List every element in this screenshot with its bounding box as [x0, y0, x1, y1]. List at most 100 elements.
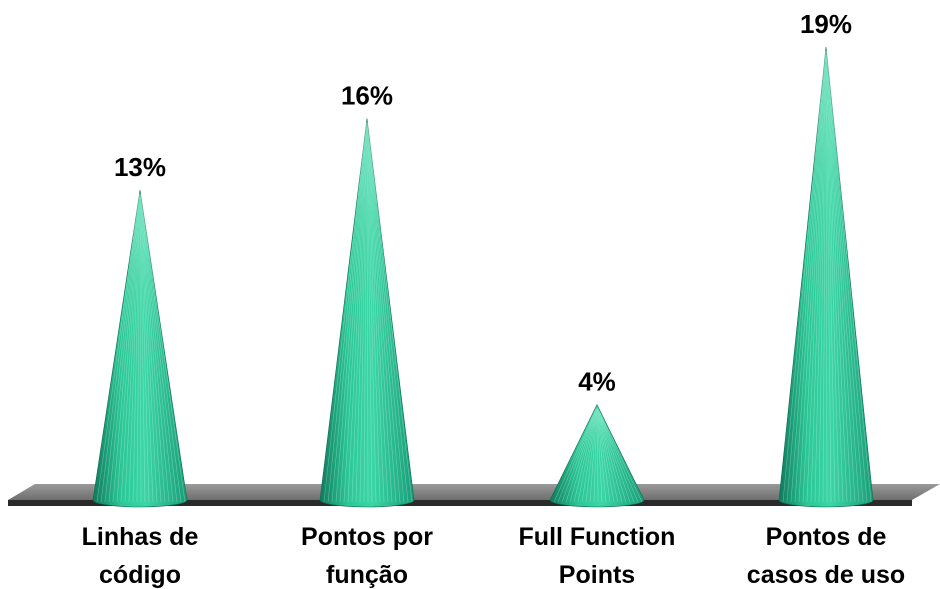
cone-texture-line [136, 194, 141, 503]
category-label-line: Full Function [519, 523, 676, 551]
cone-texture-line [790, 50, 826, 503]
cone-texture-line [366, 122, 373, 503]
cone-texture-line [347, 122, 367, 503]
cone-texture-line [104, 194, 140, 503]
cone-texture-line [343, 122, 367, 503]
cone-texture-line [335, 122, 367, 503]
cone-texture-line [140, 194, 178, 503]
cone-texture-line [339, 122, 367, 503]
cone-texture-line [597, 408, 615, 503]
cone-texture-line [363, 122, 368, 503]
category-labels: Linhas de código Pontos por função Full Func… [82, 523, 906, 589]
cone-texture-line [139, 194, 142, 503]
cone-texture-line [366, 122, 381, 503]
category-label-line: Linhas de [82, 523, 199, 551]
cone-texture-line [802, 50, 826, 503]
cone-texture-line [825, 50, 836, 503]
cone-texture-line [120, 194, 140, 503]
cone-texture-line [331, 122, 367, 503]
cone-texture-line [140, 194, 162, 503]
cone-texture-line [140, 194, 158, 503]
cone-texture-line [818, 50, 827, 503]
category-label: Full Function Points [519, 523, 676, 589]
cone-texture-line [557, 408, 597, 503]
cone-texture [96, 194, 186, 503]
cone-texture-line [597, 408, 635, 503]
cone-texture-line [593, 408, 598, 503]
cone-texture-line [597, 408, 639, 503]
cone-texture-line [116, 194, 140, 503]
cone-bar [319, 118, 415, 508]
cone-texture-line [327, 122, 367, 503]
cone-bar [778, 46, 874, 508]
cone-texture-line [128, 194, 141, 503]
data-label: 13% [114, 152, 166, 182]
cone-texture-line [351, 122, 367, 503]
cone-texture-line [366, 122, 377, 503]
cone-texture-line [585, 408, 598, 503]
cone-texture-line [366, 122, 369, 503]
cone-texture-line [577, 408, 597, 503]
cone-texture-line [140, 194, 182, 503]
cone-body [549, 403, 645, 508]
cone-texture-line [782, 50, 826, 503]
cone-texture-line [140, 194, 170, 503]
cone-texture-line [139, 194, 154, 503]
cone-texture-line [367, 122, 405, 503]
cone-texture-line [569, 408, 597, 503]
floor [8, 484, 940, 506]
cone-texture [553, 408, 643, 503]
cone-texture-line [822, 50, 827, 503]
cone-texture-line [589, 408, 598, 503]
cone-texture-line [814, 50, 827, 503]
floor-top [8, 484, 940, 500]
cone-texture-line [596, 408, 611, 503]
cone-texture-line [596, 408, 603, 503]
cone-texture-line [323, 122, 367, 503]
category-label: Pontos por função [301, 523, 433, 589]
cone-texture-line [355, 122, 368, 503]
cone-texture-line [826, 50, 856, 503]
cone-texture-line [553, 408, 597, 503]
cone-texture-line [140, 194, 174, 503]
cone-texture-line [132, 194, 141, 503]
data-label: 4% [578, 367, 616, 397]
cone-texture-line [367, 122, 409, 503]
cone-body [778, 46, 874, 508]
cone-texture-line [597, 408, 619, 503]
cone-texture-line [140, 194, 166, 503]
cone-texture-line [826, 50, 852, 503]
cone-texture-line [826, 50, 848, 503]
cone-texture-line [112, 194, 140, 503]
cone-texture-line [124, 194, 140, 503]
cone-texture-line [597, 408, 627, 503]
cone-texture-line [367, 122, 397, 503]
data-label: 16% [341, 81, 393, 111]
cone-texture-line [826, 50, 868, 503]
data-labels: 13% 16% 4% 19% [114, 9, 852, 397]
cone-texture-line [798, 50, 826, 503]
cone-texture-line [826, 50, 860, 503]
cone-texture-line [108, 194, 140, 503]
cone-texture-line [96, 194, 140, 503]
cone-texture [782, 50, 872, 503]
cone-texture-line [826, 50, 844, 503]
cone-texture-line [140, 194, 186, 503]
cone-texture-line [573, 408, 597, 503]
cone-texture-line [826, 50, 872, 503]
cone-texture-line [825, 50, 832, 503]
cone-bar [92, 190, 188, 508]
cone-texture-line [139, 194, 150, 503]
cone-texture-line [810, 50, 826, 503]
category-label-line: Pontos por [301, 523, 433, 551]
cone-texture-line [597, 408, 631, 503]
cone-texture [323, 122, 413, 503]
cone-body [92, 190, 188, 508]
category-label-line: código [99, 561, 181, 589]
cone-texture-line [367, 122, 389, 503]
category-label-line: casos de uso [747, 561, 905, 589]
cone-texture-line [367, 122, 385, 503]
cone-series [92, 46, 874, 508]
cone-texture-line [139, 194, 146, 503]
